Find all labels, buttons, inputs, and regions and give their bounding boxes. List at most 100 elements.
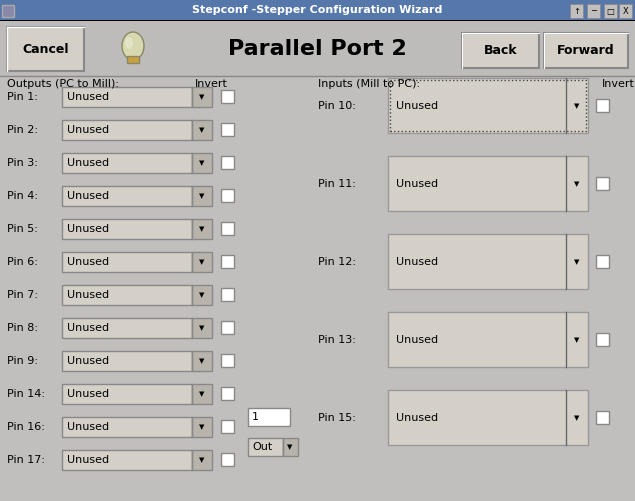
Text: Pin 7:: Pin 7:: [7, 290, 38, 300]
Text: ▼: ▼: [574, 103, 580, 109]
Text: Back: Back: [484, 44, 518, 57]
Text: Invert: Invert: [602, 79, 635, 89]
Bar: [221, 156, 234, 169]
Text: 1: 1: [252, 412, 259, 422]
Bar: [221, 288, 234, 301]
Text: Pin 15:: Pin 15:: [318, 413, 356, 423]
Text: ▼: ▼: [199, 259, 204, 265]
Text: ▼: ▼: [199, 325, 204, 331]
Text: Pin 9:: Pin 9:: [7, 356, 38, 366]
Bar: [2, 5, 14, 17]
Text: Forward: Forward: [557, 44, 615, 57]
Bar: [221, 387, 234, 400]
Bar: [192, 252, 212, 272]
Bar: [221, 123, 234, 136]
Text: ▼: ▼: [199, 160, 204, 166]
Bar: [283, 438, 298, 456]
Text: Unused: Unused: [396, 257, 438, 267]
Text: Pin 1:: Pin 1:: [7, 92, 38, 102]
Bar: [0, 21, 635, 76]
Text: Unused: Unused: [396, 101, 438, 111]
Bar: [596, 177, 609, 190]
Text: Invert: Invert: [195, 79, 228, 89]
Bar: [62, 450, 192, 470]
Bar: [221, 90, 234, 103]
Bar: [619, 4, 632, 18]
Text: ▼: ▼: [574, 337, 580, 343]
Bar: [221, 453, 234, 466]
Text: Unused: Unused: [67, 191, 109, 201]
Ellipse shape: [122, 32, 144, 60]
Text: Pin 13:: Pin 13:: [318, 335, 356, 345]
Text: Cancel: Cancel: [22, 43, 69, 56]
Text: ▼: ▼: [199, 94, 204, 100]
Bar: [62, 285, 192, 305]
Bar: [544, 33, 628, 68]
Bar: [192, 219, 212, 239]
Text: Unused: Unused: [396, 335, 438, 345]
Text: Pin 3:: Pin 3:: [7, 158, 38, 168]
Bar: [388, 234, 588, 289]
Text: Pin 11:: Pin 11:: [318, 179, 356, 189]
Text: Pin 10:: Pin 10:: [318, 101, 356, 111]
Text: −: −: [590, 7, 597, 16]
Bar: [604, 4, 617, 18]
Bar: [192, 351, 212, 371]
Text: ▼: ▼: [199, 391, 204, 397]
Text: ▼: ▼: [199, 226, 204, 232]
Text: Outputs (PC to Mill):: Outputs (PC to Mill):: [7, 79, 119, 89]
Text: ▼: ▼: [199, 292, 204, 298]
Bar: [127, 56, 139, 63]
Text: Pin 2:: Pin 2:: [7, 125, 38, 135]
Text: Pin 16:: Pin 16:: [7, 422, 45, 432]
Text: ▼: ▼: [199, 358, 204, 364]
Bar: [7, 27, 84, 71]
Bar: [62, 120, 192, 140]
Bar: [62, 252, 192, 272]
Bar: [221, 255, 234, 268]
Bar: [192, 417, 212, 437]
Bar: [221, 222, 234, 235]
Bar: [388, 156, 588, 211]
Bar: [192, 87, 212, 107]
Bar: [570, 4, 583, 18]
Text: Unused: Unused: [67, 389, 109, 399]
Bar: [62, 186, 192, 206]
Text: Unused: Unused: [67, 224, 109, 234]
Bar: [192, 285, 212, 305]
Text: Pin 17:: Pin 17:: [7, 455, 45, 465]
Bar: [62, 153, 192, 173]
Bar: [0, 0, 635, 20]
Bar: [388, 78, 588, 133]
Text: Parallel Port 2: Parallel Port 2: [227, 39, 406, 59]
Text: Pin 4:: Pin 4:: [7, 191, 38, 201]
Text: Unused: Unused: [67, 455, 109, 465]
Text: □: □: [606, 7, 615, 16]
Bar: [221, 420, 234, 433]
Bar: [596, 99, 609, 112]
Bar: [62, 384, 192, 404]
Text: Pin 8:: Pin 8:: [7, 323, 38, 333]
Bar: [388, 312, 588, 367]
Bar: [587, 4, 600, 18]
Text: ▼: ▼: [199, 457, 204, 463]
Bar: [462, 33, 539, 68]
Bar: [192, 318, 212, 338]
Text: Unused: Unused: [67, 92, 109, 102]
Text: ▼: ▼: [574, 181, 580, 187]
Text: ↑: ↑: [573, 7, 580, 16]
Text: Inputs (Mill to PC):: Inputs (Mill to PC):: [318, 79, 420, 89]
Bar: [596, 255, 609, 268]
Text: Unused: Unused: [67, 290, 109, 300]
Text: Pin 12:: Pin 12:: [318, 257, 356, 267]
Bar: [62, 87, 192, 107]
Bar: [221, 321, 234, 334]
Text: Pin 14:: Pin 14:: [7, 389, 45, 399]
Text: Unused: Unused: [67, 323, 109, 333]
Bar: [62, 219, 192, 239]
Text: Unused: Unused: [67, 257, 109, 267]
Text: Out: Out: [252, 442, 272, 452]
Text: Stepconf -Stepper Configuration Wizard: Stepconf -Stepper Configuration Wizard: [192, 5, 442, 15]
Text: ▼: ▼: [199, 424, 204, 430]
Bar: [192, 186, 212, 206]
